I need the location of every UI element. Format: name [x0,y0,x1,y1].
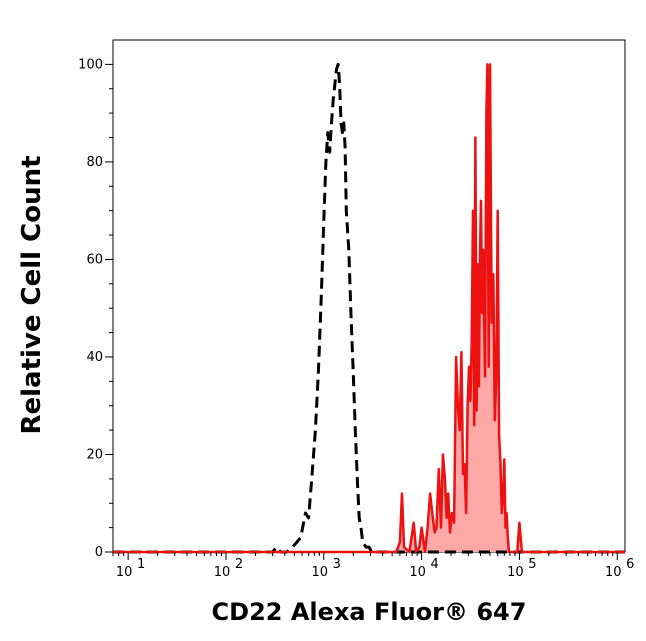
x-tick-label: 10 [116,565,133,580]
y-axis: 0 20 40 60 80 100 [78,57,113,560]
y-tick-label: 60 [86,252,103,267]
series-lines [113,62,625,554]
x-tick-exponent: 6 [626,557,634,572]
x-axis: 10 1 10 2 10 3 10 4 10 5 10 6 [112,552,634,580]
x-tick-label: 10 [312,565,329,580]
series-fills [113,64,625,553]
x-tick-exponent: 1 [137,557,145,572]
x-tick-label: 10 [409,565,426,580]
x-axis-title: CD22 Alexa Fluor® 647 [212,598,527,626]
series-fill-1 [113,64,625,553]
x-tick-exponent: 5 [528,557,536,572]
y-tick-label: 100 [78,57,103,72]
x-tick-exponent: 3 [333,557,341,572]
x-tick-exponent: 4 [430,557,438,572]
y-tick-label: 0 [95,545,103,560]
y-tick-label: 20 [86,447,103,462]
x-tick-exponent: 2 [235,557,243,572]
y-axis-title: Relative Cell Count [17,155,47,434]
x-tick-label: 10 [605,565,622,580]
x-tick-label: 10 [214,565,231,580]
x-tick-label: 10 [507,565,524,580]
stained-histogram-line [113,63,625,554]
control-histogram-line [113,62,625,554]
y-tick-label: 80 [86,155,103,170]
y-tick-label: 40 [86,350,103,365]
plot-frame [112,39,626,553]
